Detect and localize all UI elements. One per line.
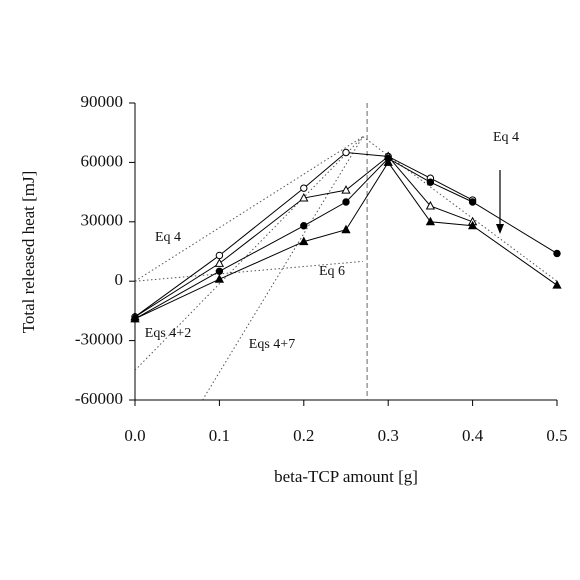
model-line	[202, 136, 364, 401]
x-tick-label: 0.3	[378, 426, 399, 445]
annotation: Eq 4	[493, 130, 519, 145]
y-tick-label: 0	[115, 270, 124, 289]
marker	[215, 267, 224, 275]
marker	[299, 236, 309, 246]
annotation: Eqs 4+2	[145, 326, 191, 341]
marker	[215, 251, 224, 260]
marker	[468, 198, 477, 206]
annotation: Eq 4	[155, 230, 181, 245]
marker	[341, 224, 351, 234]
marker	[425, 200, 436, 210]
y-tick-label: 90000	[81, 92, 124, 111]
marker	[341, 185, 351, 194]
x-tick-label: 0.5	[546, 426, 567, 445]
annotation: Eqs 4+7	[249, 337, 295, 352]
marker	[299, 192, 309, 202]
x-tick-label: 0.1	[209, 426, 230, 445]
y-tick-label: -60000	[75, 389, 123, 408]
y-tick-label: 60000	[81, 151, 124, 170]
marker	[130, 313, 140, 323]
x-tick-label: 0.0	[124, 426, 145, 445]
marker	[426, 178, 435, 186]
x-axis-label: beta-TCP amount [g]	[274, 467, 418, 486]
marker	[552, 280, 562, 289]
marker	[300, 184, 308, 192]
marker	[553, 249, 561, 258]
model-line	[134, 136, 364, 282]
model-line	[362, 136, 558, 282]
y-tick-label: -30000	[75, 330, 123, 349]
marker	[342, 198, 350, 206]
marker	[214, 258, 225, 267]
marker	[383, 157, 393, 166]
y-axis-label: Total released heat [mJ]	[19, 171, 38, 334]
y-tick-label: 30000	[81, 211, 124, 230]
annotation: Eq 6	[319, 264, 345, 279]
marker	[467, 220, 478, 230]
marker	[342, 148, 350, 157]
x-tick-label: 0.4	[462, 426, 484, 445]
series-line	[134, 157, 558, 320]
marker	[300, 222, 308, 230]
arrow-head	[496, 224, 504, 234]
marker	[425, 216, 436, 226]
series-line	[134, 161, 558, 320]
marker	[214, 274, 225, 283]
x-tick-label: 0.2	[293, 426, 314, 445]
